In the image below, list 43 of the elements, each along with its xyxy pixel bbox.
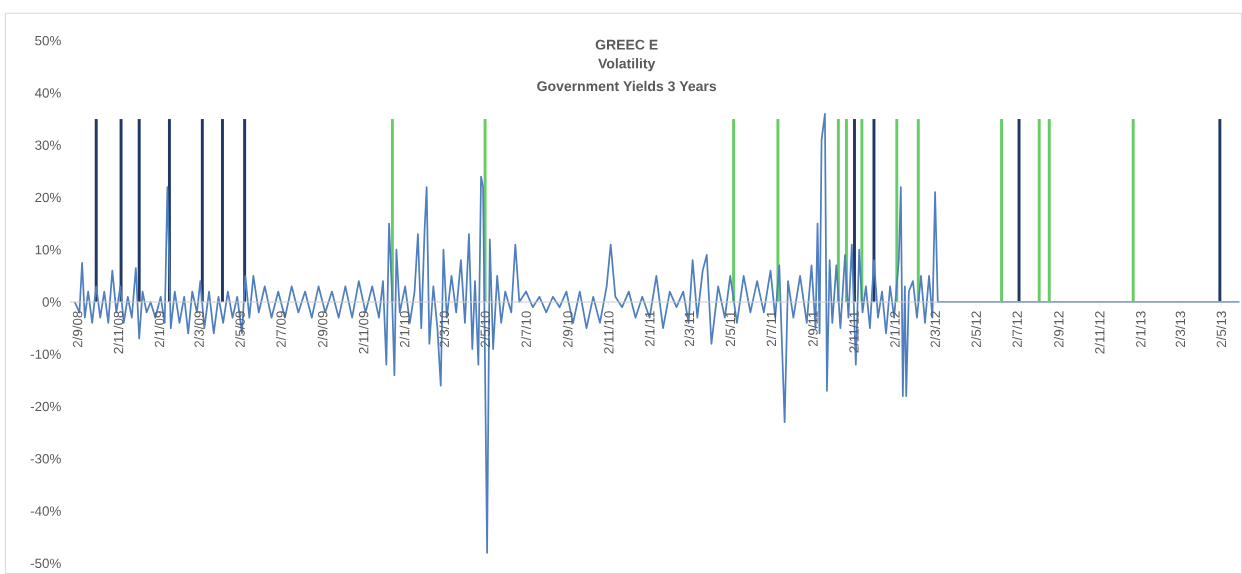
x-tick-label: 2/11/10 [603, 311, 614, 354]
x-tick-label: 2/11/08 [113, 311, 124, 354]
x-tick-label: 2/5/11 [725, 311, 736, 347]
x-tick-label: 2/9/09 [317, 311, 328, 348]
x-tick-label: 2/1/09 [154, 311, 165, 348]
x-tick-label: 2/7/10 [521, 311, 531, 348]
x-tick-label: 2/1/12 [889, 311, 900, 348]
x-tick-label: 2/11/11 [848, 311, 859, 353]
y-tick-label: 50% [35, 35, 61, 46]
y-tick-label: 30% [35, 140, 61, 150]
y-tick-label: 10% [35, 245, 61, 255]
annotation: Government Yields 3 Years [537, 80, 717, 92]
x-tick-label: 2/1/10 [399, 311, 410, 348]
y-tick-label: -50% [30, 558, 61, 569]
x-tick-label: 2/7/12 [1012, 311, 1022, 348]
x-tick-label: 2/5/10 [480, 311, 490, 348]
x-tick-label: 2/7/11 [766, 311, 777, 347]
x-tick-label: 2/3/11 [684, 311, 695, 347]
x-tick-label: 2/3/10 [439, 311, 450, 348]
y-tick-label: -10% [30, 349, 61, 359]
y-tick-label: 0% [42, 297, 61, 307]
y-tick-label: -20% [30, 401, 61, 412]
x-tick-label: 2/9/08 [72, 311, 83, 348]
x-tick-label: 2/5/12 [971, 311, 981, 348]
x-tick-label: 2/9/11 [807, 311, 818, 347]
chart-title: GREEC E [595, 39, 658, 50]
x-tick-label: 2/9/10 [562, 311, 573, 348]
y-tick-label: 20% [35, 192, 61, 203]
x-tick-label: 2/5/09 [235, 311, 245, 348]
x-tick-label: 2/3/09 [194, 311, 204, 348]
x-tick-label: 2/9/12 [1053, 311, 1064, 348]
x-tick-label: 2/1/13 [1135, 311, 1146, 348]
y-tick-label: -30% [30, 454, 61, 464]
y-tick-label: -40% [30, 506, 61, 516]
x-tick-label: 2/1/11 [644, 311, 655, 347]
x-tick-label: 2/5/13 [1216, 311, 1227, 348]
x-tick-label: 2/11/12 [1094, 311, 1105, 354]
x-tick-label: 2/11/09 [358, 311, 369, 354]
x-tick-label: 2/3/13 [1175, 311, 1186, 348]
y-tick-label: 40% [34, 88, 61, 98]
x-tick-label: 2/3/12 [930, 311, 940, 348]
text: Volatility [598, 58, 656, 72]
x-tick-label: 2/7/09 [276, 311, 286, 348]
